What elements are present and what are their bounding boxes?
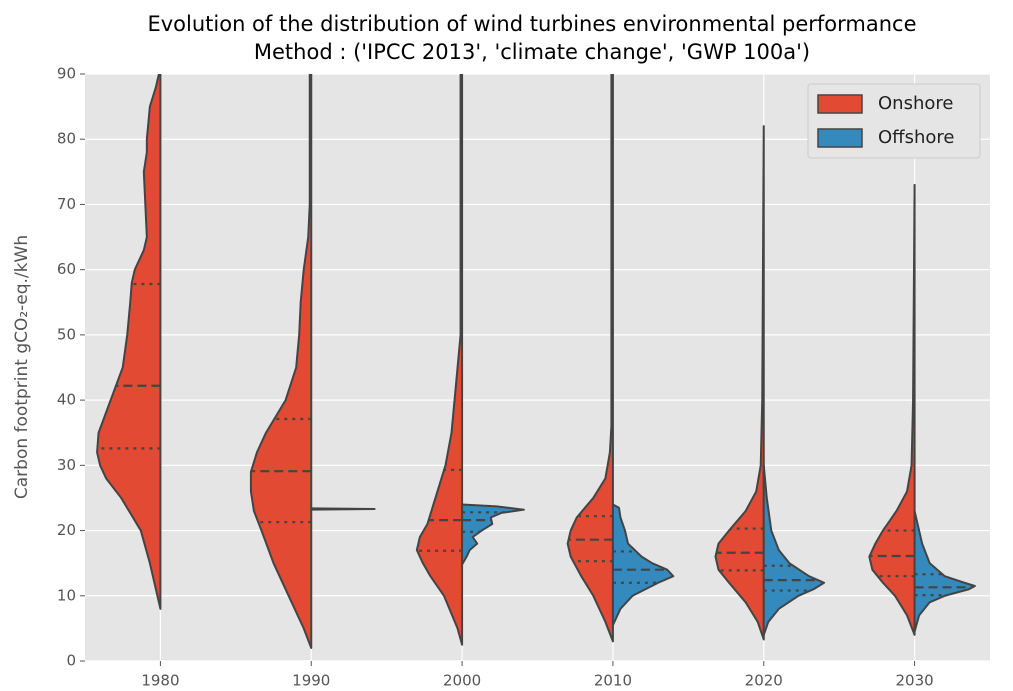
chart-subtitle: Method : ('IPCC 2013', 'climate change',… bbox=[254, 40, 810, 64]
x-tick-label: 1990 bbox=[292, 672, 330, 690]
legend-label: Offshore bbox=[878, 127, 954, 148]
y-tick-label: 50 bbox=[57, 325, 76, 343]
plot-area bbox=[85, 74, 990, 661]
y-tick-label: 30 bbox=[57, 456, 76, 474]
violin-half bbox=[96, 74, 162, 610]
x-tick-label: 2010 bbox=[594, 672, 632, 690]
y-tick-label: 20 bbox=[57, 521, 76, 539]
violin-half bbox=[415, 74, 464, 646]
violin-half bbox=[762, 464, 826, 636]
legend-swatch bbox=[817, 128, 863, 148]
violin-half bbox=[611, 503, 675, 627]
violin-half bbox=[913, 509, 976, 633]
violin-half bbox=[310, 507, 376, 511]
x-tick-label: 2030 bbox=[895, 672, 933, 690]
violins bbox=[96, 74, 976, 649]
y-tick-label: 60 bbox=[57, 260, 76, 278]
y-tick-label: 40 bbox=[57, 391, 76, 409]
x-tick-label: 1980 bbox=[141, 672, 179, 690]
violin-half bbox=[714, 125, 765, 641]
violin-half bbox=[566, 74, 614, 643]
legend-label: Onshore bbox=[878, 93, 953, 114]
y-axis-label: Carbon footprint gCO₂-eq./kWh bbox=[12, 235, 32, 499]
legend-swatch bbox=[817, 94, 863, 114]
violin-half bbox=[868, 183, 916, 636]
y-tick-label: 70 bbox=[57, 195, 76, 213]
y-tick-label: 10 bbox=[57, 586, 76, 604]
violin-half bbox=[249, 74, 313, 649]
chart-title: Evolution of the distribution of wind tu… bbox=[147, 12, 916, 36]
x-tick-label: 2020 bbox=[745, 672, 783, 690]
legend: Onshore Offshore bbox=[807, 83, 981, 159]
x-tick-label: 2000 bbox=[443, 672, 481, 690]
y-tick-label: 80 bbox=[57, 130, 76, 148]
y-tick-label: 0 bbox=[66, 652, 76, 670]
y-tick-label: 90 bbox=[57, 65, 76, 83]
